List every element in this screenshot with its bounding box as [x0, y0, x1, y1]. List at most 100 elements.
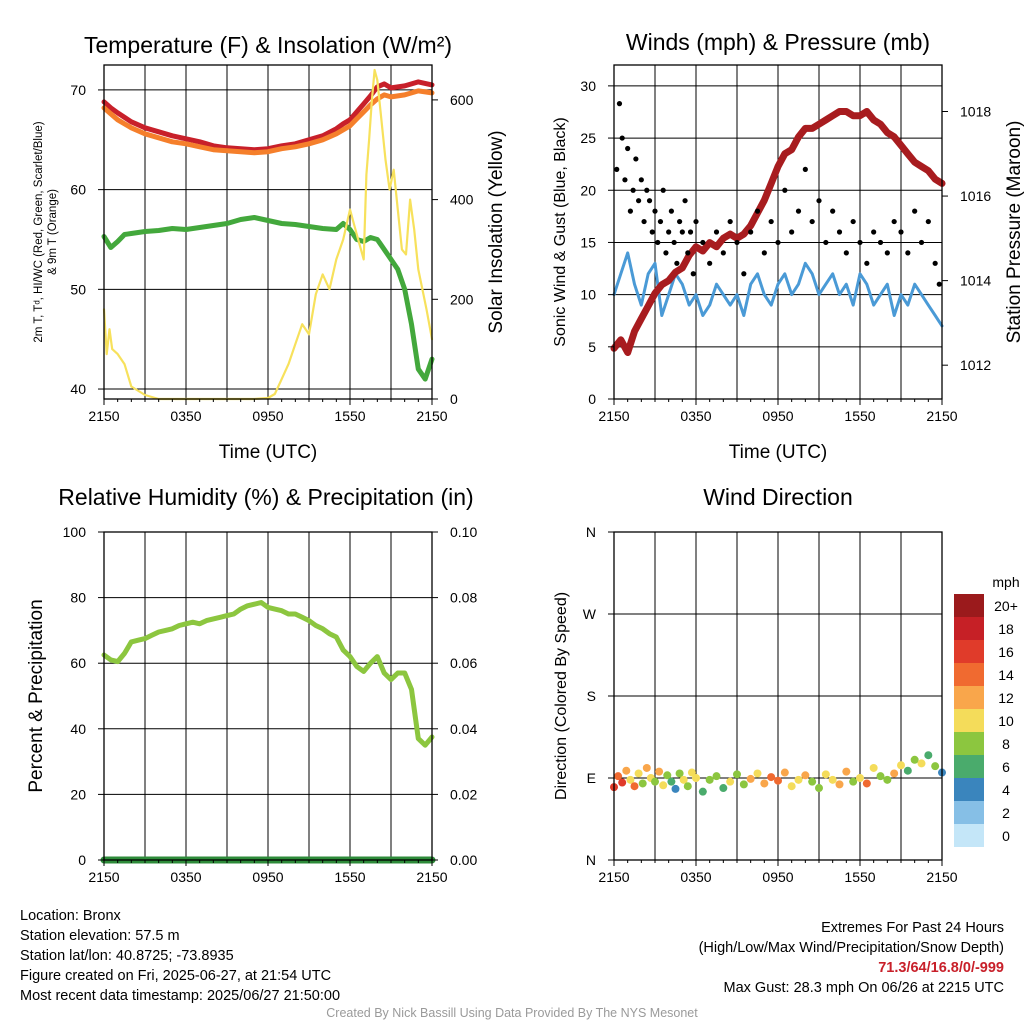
- humidity-x-tick-label: 2150: [416, 869, 447, 885]
- winds-xlabel: Time (UTC): [729, 442, 828, 463]
- colorbar-swatch: [954, 617, 984, 640]
- direction-point: [712, 772, 721, 781]
- winds-gust-point: [864, 260, 870, 266]
- winds-gust-point: [877, 239, 884, 246]
- winds-gust-point: [619, 135, 625, 141]
- direction-point: [917, 759, 926, 768]
- max-gust-text: Max Gust: 28.3 mph On 06/26 at 2215 UTC: [723, 980, 1004, 996]
- winds-gust-point: [925, 218, 931, 225]
- winds-y-tick-label: 20: [580, 182, 596, 198]
- winds-gust-point: [633, 156, 639, 162]
- winds-gust-point: [693, 218, 699, 225]
- winds-gust-point: [734, 239, 740, 246]
- direction-point: [767, 773, 776, 782]
- colorbar-swatch: [954, 778, 984, 801]
- winds-y2-tick-label: 1018: [960, 104, 991, 120]
- colorbar-swatch: [954, 709, 984, 732]
- colorbar-label: 16: [998, 644, 1014, 660]
- humidity-y2-tick-label: 0.08: [450, 590, 477, 606]
- winds-gust-point: [830, 208, 836, 214]
- winds-gust-point: [655, 239, 661, 246]
- winds-gust-point: [636, 198, 642, 204]
- temperature-y2-tick-label: 200: [450, 291, 474, 307]
- colorbar-label: 12: [998, 690, 1014, 706]
- winds-gust-point: [677, 218, 683, 225]
- direction-point: [638, 779, 647, 788]
- winds-gust-point: [622, 177, 628, 183]
- temperature-x-tick-label: 2150: [416, 408, 447, 424]
- winds-gust-point: [682, 198, 688, 204]
- direction-point: [692, 774, 700, 782]
- winds-gust-point: [898, 229, 904, 235]
- colorbar-swatch: [954, 594, 984, 617]
- temperature-ylabel-left-2: & 9m T (Orange): [47, 189, 59, 275]
- colorbar-label: 8: [1002, 736, 1010, 752]
- colorbar-label: 4: [1002, 782, 1010, 798]
- temperature-ylabel-right: Solar Insolation (Yellow): [486, 130, 507, 333]
- direction-point: [849, 777, 858, 786]
- humidity-x-tick-label: 2150: [88, 869, 119, 885]
- direction-point: [614, 772, 623, 781]
- winds-gust-point: [850, 218, 856, 225]
- winds-gust-point: [932, 260, 938, 266]
- winds-gust-point: [663, 250, 669, 256]
- winds-gust-point: [700, 239, 706, 246]
- direction-x-tick-label: 1550: [844, 869, 875, 885]
- winds-y-tick-label: 30: [580, 78, 596, 94]
- colorbar-label: 20+: [994, 598, 1018, 614]
- winds-gust-point: [685, 250, 691, 256]
- humidity-y2-tick-label: 0.04: [450, 721, 477, 737]
- winds-gust-point: [652, 208, 658, 214]
- direction-point: [931, 762, 940, 771]
- elevation-text: Station elevation: 57.5 m: [20, 928, 180, 944]
- winds-gust-point: [666, 229, 672, 235]
- temperature-x-tick-label: 0950: [252, 408, 283, 424]
- temperature-y2-tick-label: 400: [450, 192, 474, 208]
- winds-gust-point: [748, 229, 754, 235]
- direction-title: Wind Direction: [703, 484, 853, 510]
- winds-gust-point: [690, 271, 696, 277]
- winds-ylabel-right: Station Pressure (Maroon): [1004, 121, 1024, 344]
- direction-x-tick-label: 2150: [926, 869, 957, 885]
- temperature-ylabel-left-1: 2m T, Tᵈ, HI/WC (Red, Green, Scarlet/Blu…: [33, 121, 45, 342]
- credit-text: Created By Nick Bassill Using Data Provi…: [326, 1006, 698, 1020]
- winds-gust-point: [674, 260, 680, 266]
- temperature-y-tick-label: 60: [70, 182, 86, 198]
- direction-point: [655, 767, 664, 776]
- humidity-title: Relative Humidity (%) & Precipitation (i…: [58, 484, 473, 510]
- winds-y-tick-label: 10: [580, 287, 596, 303]
- winds-y2-tick-label: 1014: [960, 273, 991, 289]
- direction-point: [869, 763, 878, 772]
- direction-point: [687, 768, 696, 777]
- humidity-x-tick-label: 0950: [252, 869, 283, 885]
- winds-gust-point: [707, 260, 713, 266]
- winds-gust-point: [761, 250, 767, 256]
- winds-gust-point: [754, 208, 761, 214]
- temperature-series-2: [101, 215, 435, 382]
- colorbar-swatch: [954, 686, 984, 709]
- winds-x-tick-label: 0350: [680, 408, 711, 424]
- winds-x-tick-label: 1550: [844, 408, 875, 424]
- direction-point: [626, 775, 635, 784]
- winds-gust-point: [775, 239, 781, 246]
- direction-point: [663, 771, 672, 780]
- direction-plot: [610, 531, 946, 861]
- winds-gust-point: [741, 271, 747, 277]
- temperature-y2-tick-label: 0: [450, 391, 458, 407]
- colorbar-swatch: [954, 824, 984, 847]
- winds-gust-point: [727, 218, 733, 225]
- direction-point: [642, 763, 651, 772]
- latlon-text: Station lat/lon: 40.8725; -73.8935: [20, 948, 234, 964]
- humidity-series-0: [101, 600, 435, 748]
- winds-gust-point: [668, 208, 675, 214]
- winds-y-tick-label: 0: [588, 391, 596, 407]
- colorbar-label: 10: [998, 713, 1014, 729]
- colorbar-swatch: [954, 640, 984, 663]
- temperature-y2-tick-label: 600: [450, 92, 474, 108]
- direction-y-tick-label: E: [587, 770, 596, 786]
- direction-y-tick-label: S: [587, 688, 596, 704]
- winds-y2-tick-label: 1016: [960, 188, 991, 204]
- winds-series-0: [612, 251, 944, 328]
- created-text: Figure created on Fri, 2025-06-27, at 21…: [20, 968, 332, 984]
- direction-x-tick-label: 0350: [680, 869, 711, 885]
